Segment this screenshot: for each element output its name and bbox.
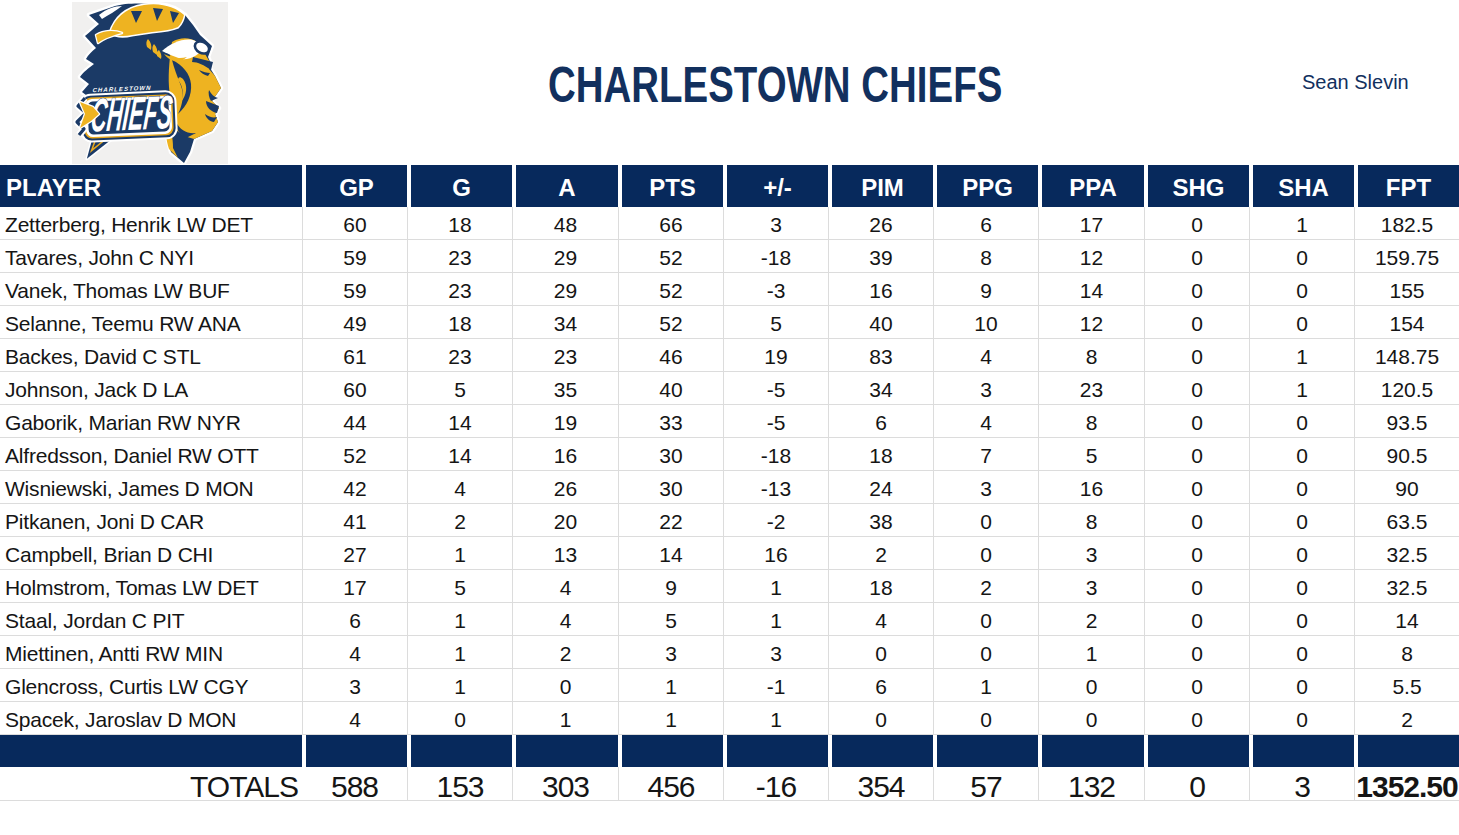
svg-text:CHIEFS: CHIEFS: [89, 85, 175, 142]
